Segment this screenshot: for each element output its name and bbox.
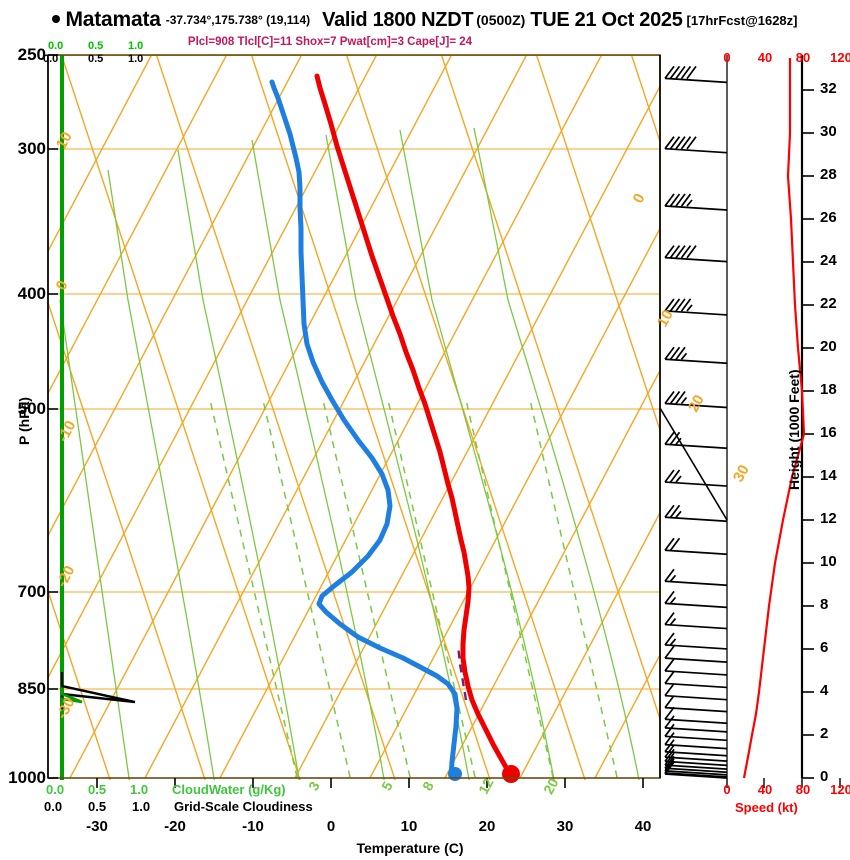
temperature-profile bbox=[314, 73, 514, 779]
cloudiness-legend-0: 0.0 bbox=[44, 799, 63, 814]
cloudwater-legend-0.5: 0.5 bbox=[88, 782, 107, 797]
surface-dewpoint-marker bbox=[448, 767, 462, 781]
cloudwater-top-1.0: 1.0 bbox=[128, 40, 144, 52]
dewpoint-profile bbox=[269, 79, 460, 779]
mixing-ratio-lines bbox=[209, 399, 619, 780]
height-axis-label: Height (1000 Feet) bbox=[786, 369, 802, 490]
height-tick-12: 12 bbox=[820, 510, 837, 527]
height-tick-10: 10 bbox=[820, 553, 837, 570]
height-ticks bbox=[802, 89, 814, 779]
cloudwater-top-0.5: 0.5 bbox=[88, 40, 104, 52]
speed-tick-top-120: 120 bbox=[830, 50, 850, 65]
plot-frame bbox=[47, 54, 661, 779]
height-tick-24: 24 bbox=[820, 252, 837, 269]
cloudwater-legend-1.0: 1.0 bbox=[130, 782, 149, 797]
speed-tick-top-80: 80 bbox=[795, 50, 811, 65]
speed-tick-top-40: 40 bbox=[757, 50, 773, 65]
height-tick-0: 0 bbox=[820, 768, 829, 785]
dry-adiabat-lines bbox=[48, 55, 660, 780]
cloudiness-legend-1.0: 1.0 bbox=[132, 799, 151, 814]
height-tick-4: 4 bbox=[820, 682, 829, 699]
height-tick-28: 28 bbox=[820, 166, 837, 183]
pressure-tick-850: 850 bbox=[17, 679, 46, 698]
speed-tick-bot-120: 120 bbox=[830, 782, 850, 797]
station-coordinates: -37.734°,175.738° (19,114) bbox=[165, 13, 311, 27]
isobar-lines bbox=[48, 55, 660, 779]
temp-tick-30: 30 bbox=[556, 818, 574, 835]
height-tick-8: 8 bbox=[820, 596, 829, 613]
pressure-tick-250: 250 bbox=[17, 45, 46, 64]
speed-ticks bbox=[726, 778, 841, 788]
parcel-trajectory bbox=[456, 644, 468, 701]
speed-tick-bot-0: 0 bbox=[723, 782, 731, 797]
temp-tick-20: 20 bbox=[478, 818, 496, 835]
temp-tick--30: -30 bbox=[86, 818, 108, 835]
pressure-ticks bbox=[48, 54, 58, 779]
height-tick-32: 32 bbox=[820, 80, 837, 97]
header: Matamata -37.734°,175.738° (19,114) Valid … bbox=[0, 8, 850, 38]
cloudwater-top-0: 0.0 bbox=[48, 40, 64, 52]
cloudiness-legend-text: Grid-Scale Cloudiness bbox=[174, 799, 313, 814]
temperature-axis-label: Temperature (C) bbox=[356, 840, 464, 856]
height-tick-26: 26 bbox=[820, 209, 837, 226]
speed-profile bbox=[742, 58, 806, 779]
cloudwater-legend-text: CloudWater (g/Kg) bbox=[172, 782, 286, 797]
speed-axis-label: Speed (kt) bbox=[735, 800, 798, 815]
height-tick-2: 2 bbox=[820, 725, 829, 742]
pressure-tick-400: 400 bbox=[17, 284, 46, 303]
cloudiness-top-0: 0.0 bbox=[43, 53, 59, 65]
height-tick-6: 6 bbox=[820, 639, 829, 656]
surface-temperature-marker bbox=[502, 765, 520, 783]
speed-tick-bot-80: 80 bbox=[795, 782, 811, 797]
height-tick-16: 16 bbox=[820, 424, 837, 441]
temp-tick--10: -10 bbox=[242, 818, 264, 835]
temp-tick-10: 10 bbox=[400, 818, 418, 835]
sounding-parameters: Plcl=908 Tlcl[C]=11 Shox=7 Pwat[cm]=3 Ca… bbox=[187, 36, 473, 48]
station-name: Matamata bbox=[65, 8, 161, 31]
temperature-ticks bbox=[96, 778, 644, 788]
valid-time-zulu: (0500Z) bbox=[476, 12, 526, 28]
cloudwater-profile bbox=[60, 688, 83, 706]
cloudiness-legend-0.5: 0.5 bbox=[88, 799, 107, 814]
cloudwater-legend-0: 0.0 bbox=[46, 782, 65, 797]
cloudiness-top-0.5: 0.5 bbox=[88, 53, 104, 65]
speed-tick-bot-40: 40 bbox=[757, 782, 773, 797]
height-tick-18: 18 bbox=[820, 381, 837, 398]
pressure-tick-1000: 1000 bbox=[8, 768, 46, 787]
skewt-grid bbox=[48, 55, 660, 780]
height-tick-30: 30 bbox=[820, 123, 837, 140]
moist-adiabat-lines bbox=[59, 127, 640, 780]
pressure-axis-label: P (hPa) bbox=[16, 397, 32, 445]
station-dot-icon bbox=[52, 14, 61, 23]
speed-tick-top-0: 0 bbox=[723, 50, 731, 65]
height-tick-20: 20 bbox=[820, 338, 837, 355]
cloudiness-top-1.0: 1.0 bbox=[128, 53, 144, 65]
valid-time: Valid 1800 NZDT bbox=[322, 8, 474, 31]
temp-tick-0: 0 bbox=[326, 818, 336, 835]
pressure-tick-700: 700 bbox=[17, 582, 46, 601]
pressure-tick-500: 500 bbox=[17, 399, 46, 418]
temp-tick--20: -20 bbox=[164, 818, 186, 835]
height-tick-22: 22 bbox=[820, 295, 837, 312]
forecast-age: [17hrFcst@1628z] bbox=[686, 12, 798, 28]
pressure-tick-300: 300 bbox=[17, 139, 46, 158]
temp-tick-40: 40 bbox=[634, 818, 652, 835]
wind-panel-divider bbox=[659, 407, 728, 521]
valid-date: TUE 21 Oct 2025 bbox=[530, 8, 683, 31]
height-tick-14: 14 bbox=[820, 467, 837, 484]
wind-barb-column bbox=[664, 65, 728, 779]
